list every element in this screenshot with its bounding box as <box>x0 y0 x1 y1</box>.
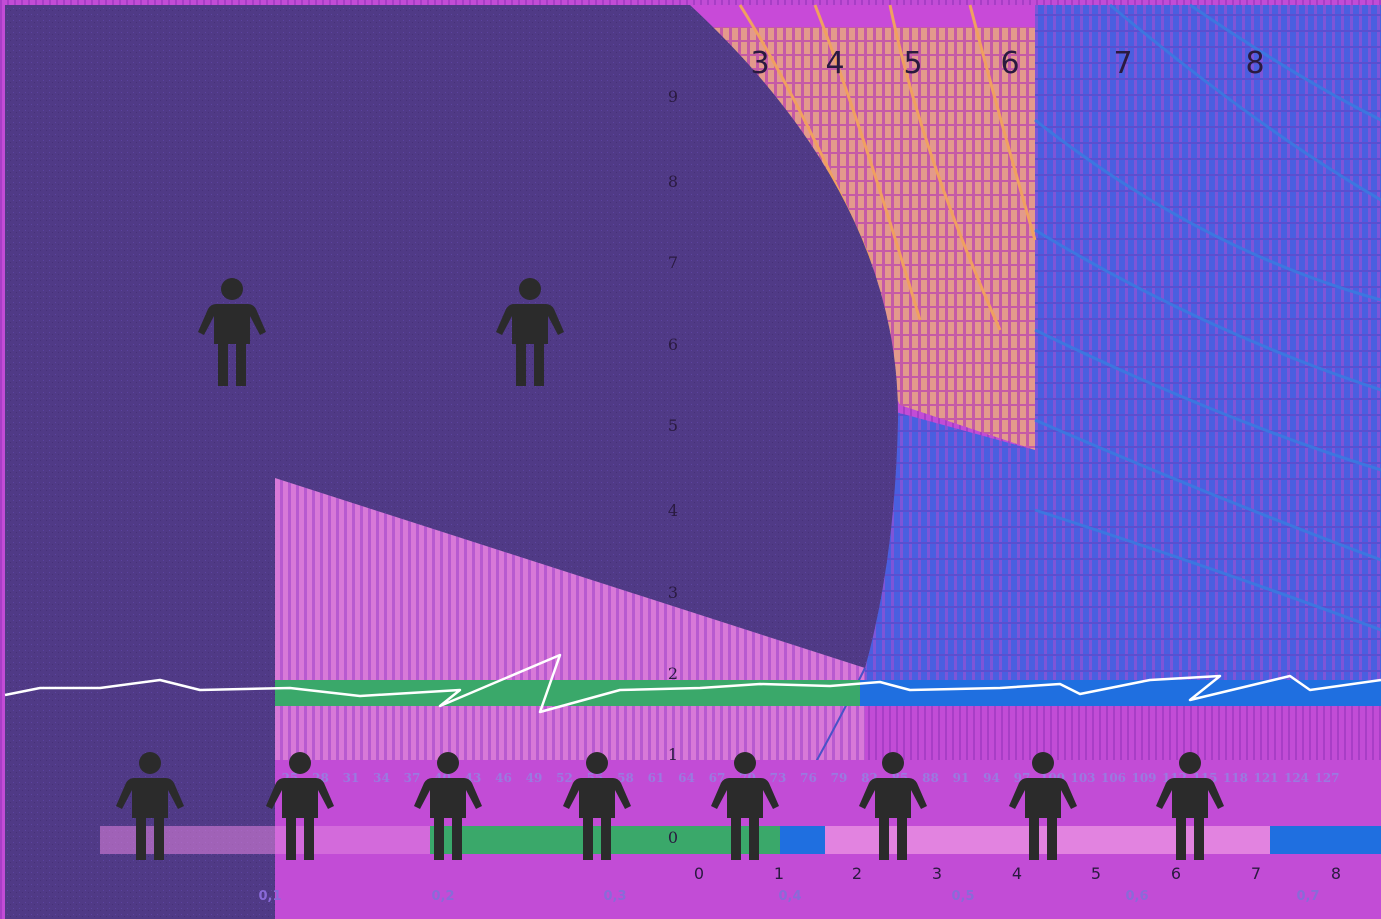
blue-band <box>860 680 1381 706</box>
vertical-scale-number: 6 <box>668 335 678 354</box>
person-icon <box>1009 752 1077 860</box>
lower-scale-number: 61 <box>648 771 665 785</box>
lower-scale-number: 64 <box>678 771 695 785</box>
person-icon <box>859 752 927 860</box>
bottom-scale-number: 2 <box>852 864 862 883</box>
lower-scale-number: 34 <box>373 771 390 785</box>
lower-scale-number: 106 <box>1101 771 1126 785</box>
decimal-scale-number: 0,6 <box>1125 889 1148 904</box>
lower-scale-number: 121 <box>1253 771 1278 785</box>
vertical-scale-number: 8 <box>668 172 678 191</box>
lower-scale-number: 76 <box>800 771 817 785</box>
lower-scale-number: 127 <box>1314 771 1339 785</box>
person-icon <box>563 752 631 860</box>
top-scale: 3 4 5 6 7 8 <box>750 46 1264 81</box>
bar-pink-left <box>100 826 430 854</box>
vertical-scale: 9 8 7 6 5 4 3 2 1 0 <box>668 87 678 847</box>
lower-scale-number: 46 <box>495 771 512 785</box>
lower-scale-number: 67 <box>709 771 726 785</box>
vertical-scale-number: 5 <box>668 416 678 435</box>
blue-region <box>1035 5 1381 680</box>
bottom-scale-number: 8 <box>1331 864 1341 883</box>
bottom-scale-number: 7 <box>1251 864 1261 883</box>
lower-scale-number: 103 <box>1070 771 1095 785</box>
vertical-scale-number: 3 <box>668 583 678 602</box>
decimal-scale-number: 0,3 <box>603 889 626 904</box>
bar-blue-a <box>780 826 825 854</box>
vertical-scale-number: 0 <box>668 828 678 847</box>
scribble-line <box>4 653 1381 714</box>
lower-scale-number: 79 <box>831 771 848 785</box>
lower-scale-number: 58 <box>617 771 634 785</box>
vertical-scale-number: 1 <box>668 745 678 764</box>
lower-scale-number: 124 <box>1284 771 1309 785</box>
top-scale-number: 6 <box>1000 46 1019 81</box>
lower-scale-number: 118 <box>1223 771 1248 785</box>
person-icon <box>198 278 266 386</box>
vertical-scale-number: 7 <box>668 253 678 272</box>
lower-scale-number: 31 <box>343 771 360 785</box>
vertical-scale-number: 9 <box>668 87 678 106</box>
lower-scale-number: 109 <box>1131 771 1156 785</box>
bottom-scale-number: 5 <box>1091 864 1101 883</box>
person-icon <box>711 752 779 860</box>
blue-lower-region <box>860 405 1035 680</box>
bottom-scale-number: 4 <box>1012 864 1022 883</box>
bottom-scale-number: 1 <box>774 864 784 883</box>
person-icon <box>116 752 184 860</box>
bottom-scale-number: 3 <box>932 864 942 883</box>
people-figures <box>116 278 1224 860</box>
decimal-scale-number: 0,7 <box>1296 889 1319 904</box>
bar-blue-b <box>1270 826 1381 854</box>
lower-scale-number: 73 <box>770 771 787 785</box>
decimal-scale: 0,1 0,2 0,3 0,4 0,5 0,6 0,7 <box>258 889 1319 904</box>
person-icon <box>1156 752 1224 860</box>
lower-scale-number: 94 <box>983 771 1000 785</box>
person-icon <box>496 278 564 386</box>
top-scale-number: 3 <box>750 46 769 81</box>
top-scale-number: 5 <box>903 46 922 81</box>
decimal-scale-number: 0,5 <box>951 889 974 904</box>
vertical-scale-number: 2 <box>668 664 678 683</box>
top-scale-number: 4 <box>825 46 844 81</box>
top-scale-number: 7 <box>1113 46 1132 81</box>
lower-scale-number: 91 <box>953 771 970 785</box>
decimal-scale-number: 0,4 <box>778 889 801 904</box>
person-icon <box>266 752 334 860</box>
bottom-scale-number: 6 <box>1171 864 1181 883</box>
lower-scale-number: 88 <box>922 771 939 785</box>
decimal-scale-number: 0,1 <box>258 889 281 904</box>
bottom-scale: 0 1 2 3 4 5 6 7 8 <box>694 864 1341 883</box>
person-icon <box>414 752 482 860</box>
lower-scale-number: 49 <box>526 771 543 785</box>
top-scale-number: 8 <box>1245 46 1264 81</box>
bottom-scale-number: 0 <box>694 864 704 883</box>
blue-arcs <box>1034 3 1381 632</box>
lower-scale-number: 37 <box>404 771 421 785</box>
vertical-scale-number: 4 <box>668 501 678 520</box>
decimal-scale-number: 0,2 <box>431 889 454 904</box>
lower-scale-number: 52 <box>556 771 573 785</box>
